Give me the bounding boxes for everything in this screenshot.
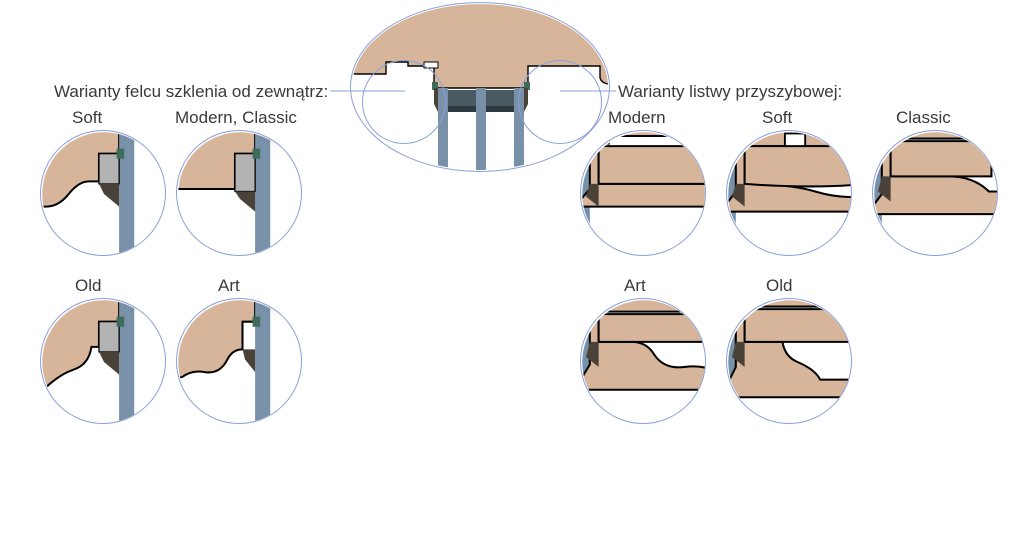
right-variant-classic [872, 130, 998, 256]
left-variant-art [176, 298, 302, 424]
variant-circle [176, 130, 302, 256]
profile-art_r [581, 299, 706, 424]
profile-square [177, 131, 302, 256]
variant-circle [176, 298, 302, 424]
variant-label: Old [75, 276, 101, 296]
variant-circle [726, 298, 852, 424]
variant-circle [580, 298, 706, 424]
variant-label: Art [218, 276, 240, 296]
left-variant-soft [40, 130, 166, 256]
variant-label: Modern, Classic [175, 108, 297, 128]
variant-label: Soft [762, 108, 792, 128]
variant-circle [726, 130, 852, 256]
variant-label: Soft [72, 108, 102, 128]
profile-classic_r [873, 131, 998, 256]
profile-old [41, 299, 166, 424]
right-variant-art [580, 298, 706, 424]
right-variant-modern [580, 130, 706, 256]
variant-circle [40, 298, 166, 424]
variant-label: Art [624, 276, 646, 296]
right-variant-soft [726, 130, 852, 256]
variant-circle [40, 130, 166, 256]
right-variant-old [726, 298, 852, 424]
left-variant-old [40, 298, 166, 424]
variant-label: Old [766, 276, 792, 296]
profile-old_r [727, 299, 852, 424]
variant-label: Modern [608, 108, 666, 128]
variant-label: Classic [896, 108, 951, 128]
profile-soft_r [727, 131, 852, 256]
section-label-left: Warianty felcu szklenia od zewnątrz: [54, 82, 328, 102]
variant-circle [580, 130, 706, 256]
profile-art [177, 299, 302, 424]
profile-soft [41, 131, 166, 256]
section-label-right: Warianty listwy przyszybowej: [618, 82, 842, 102]
variant-circle [872, 130, 998, 256]
left-variant-modern-classic [176, 130, 302, 256]
profile-modern_r [581, 131, 706, 256]
callout-circle-left [362, 60, 446, 144]
